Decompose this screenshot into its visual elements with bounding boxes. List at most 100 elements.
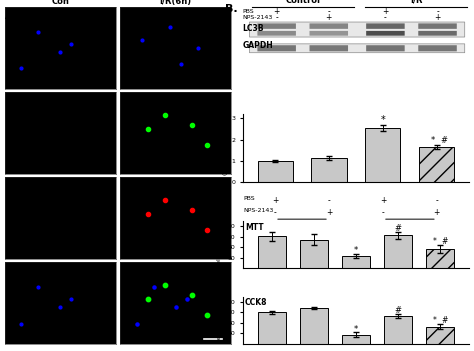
- Text: +: +: [434, 208, 440, 217]
- FancyBboxPatch shape: [418, 24, 457, 29]
- Point: [139, 37, 146, 42]
- FancyBboxPatch shape: [249, 22, 465, 37]
- Text: #: #: [394, 224, 401, 233]
- FancyBboxPatch shape: [257, 45, 296, 51]
- FancyBboxPatch shape: [310, 24, 348, 29]
- Bar: [311, 158, 346, 182]
- Point: [203, 312, 210, 318]
- Bar: [365, 128, 401, 182]
- Text: MTT: MTT: [245, 223, 264, 232]
- Text: I/R: I/R: [410, 0, 422, 5]
- Point: [18, 66, 25, 71]
- Point: [144, 126, 152, 132]
- Text: +: +: [272, 196, 278, 205]
- Bar: [258, 312, 286, 351]
- Point: [178, 61, 185, 67]
- Text: #: #: [442, 316, 448, 325]
- Bar: [257, 161, 292, 182]
- FancyBboxPatch shape: [366, 31, 405, 36]
- Text: B.: B.: [225, 4, 237, 14]
- Text: PBS: PBS: [243, 9, 254, 14]
- FancyBboxPatch shape: [418, 45, 457, 51]
- Text: *: *: [433, 237, 437, 246]
- Title: Con: Con: [51, 0, 69, 6]
- Y-axis label: Cell viability (%): Cell viability (%): [217, 223, 222, 267]
- Point: [144, 211, 152, 217]
- Text: PBS: PBS: [244, 196, 255, 201]
- Bar: [258, 237, 286, 290]
- Bar: [342, 256, 370, 290]
- Text: A.: A.: [5, 11, 18, 20]
- Text: I/R: I/R: [404, 223, 416, 232]
- Text: -: -: [436, 196, 438, 205]
- Text: NPS-2143: NPS-2143: [244, 208, 274, 213]
- Point: [172, 304, 180, 310]
- Point: [189, 207, 196, 213]
- Bar: [426, 249, 454, 290]
- Point: [166, 25, 174, 30]
- Text: -: -: [436, 7, 439, 16]
- Bar: [384, 236, 411, 290]
- Text: D.: D.: [209, 213, 222, 223]
- Bar: [384, 316, 411, 351]
- Point: [68, 41, 75, 47]
- Text: *: *: [354, 246, 358, 256]
- Point: [56, 304, 64, 310]
- Bar: [301, 240, 328, 290]
- Point: [161, 282, 168, 288]
- Text: +: +: [273, 7, 280, 16]
- Text: +: +: [434, 13, 441, 22]
- Y-axis label: LC3BII level
(Ratio to GAPDH): LC3BII level (Ratio to GAPDH): [218, 121, 228, 175]
- Text: *: *: [433, 316, 437, 325]
- Text: GAPDH: GAPDH: [243, 41, 273, 51]
- FancyBboxPatch shape: [366, 45, 405, 51]
- Point: [203, 143, 210, 148]
- Point: [133, 321, 141, 326]
- Point: [34, 284, 42, 290]
- Bar: [419, 147, 455, 182]
- FancyBboxPatch shape: [310, 31, 348, 36]
- Text: +: +: [382, 7, 389, 16]
- Point: [68, 296, 75, 302]
- Point: [56, 49, 64, 55]
- Text: -: -: [273, 208, 276, 217]
- Text: -: -: [328, 7, 330, 16]
- Text: C.: C.: [209, 107, 221, 117]
- Text: +: +: [380, 196, 386, 205]
- FancyBboxPatch shape: [418, 31, 457, 36]
- Bar: [426, 327, 454, 351]
- FancyBboxPatch shape: [310, 45, 348, 51]
- Point: [183, 296, 191, 302]
- Text: Control: Control: [285, 0, 320, 5]
- Point: [161, 112, 168, 118]
- Text: *: *: [381, 115, 385, 125]
- Title: I/R(6h): I/R(6h): [160, 0, 192, 6]
- Text: CCK8: CCK8: [245, 298, 267, 307]
- Text: *: *: [354, 325, 358, 334]
- FancyBboxPatch shape: [257, 24, 296, 29]
- Point: [189, 122, 196, 128]
- Text: -: -: [384, 13, 387, 22]
- Text: -: -: [275, 13, 278, 22]
- Bar: [342, 335, 370, 351]
- Point: [18, 321, 25, 326]
- Point: [194, 45, 202, 51]
- FancyBboxPatch shape: [249, 44, 465, 53]
- Text: NPS-2143: NPS-2143: [243, 15, 273, 20]
- Text: -: -: [328, 196, 330, 205]
- Text: -: -: [382, 208, 384, 217]
- Point: [150, 284, 157, 290]
- Text: LC3B: LC3B: [243, 24, 264, 33]
- FancyBboxPatch shape: [257, 31, 296, 36]
- Point: [189, 292, 196, 298]
- Text: Control: Control: [286, 223, 318, 232]
- Point: [144, 296, 152, 302]
- Text: #: #: [442, 237, 448, 246]
- Text: #: #: [440, 136, 447, 145]
- Point: [161, 197, 168, 203]
- Point: [203, 227, 210, 233]
- Text: +: +: [326, 208, 332, 217]
- FancyBboxPatch shape: [366, 24, 405, 29]
- Y-axis label: Cell viability (%): Cell viability (%): [217, 298, 222, 343]
- Text: +: +: [326, 13, 332, 22]
